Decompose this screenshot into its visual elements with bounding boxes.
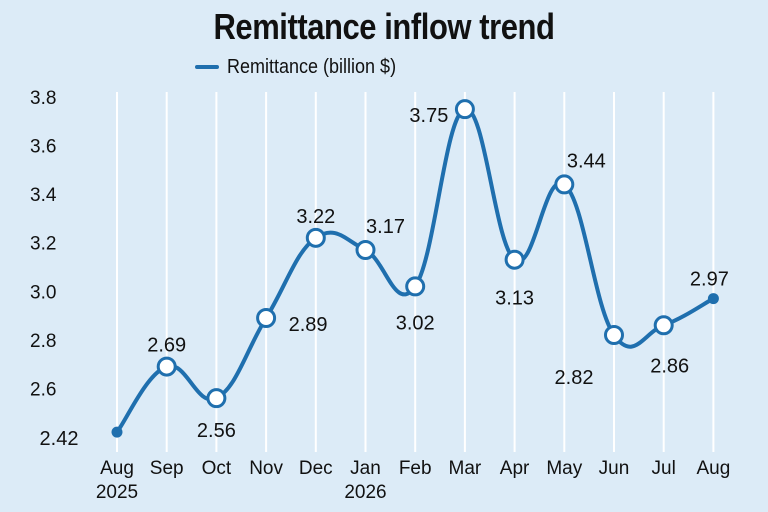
- data-point: [653, 315, 674, 336]
- data-label: 2.86: [650, 355, 689, 377]
- data-label: 3.75: [409, 105, 448, 127]
- y-tick-label: 3.0: [30, 282, 56, 303]
- data-label: 3.22: [296, 206, 335, 228]
- data-label: 3.44: [567, 150, 606, 172]
- data-point: [355, 240, 376, 260]
- data-point: [156, 356, 177, 377]
- x-tick-label: Feb: [399, 458, 432, 479]
- data-point: [554, 174, 575, 195]
- data-point: [504, 249, 525, 270]
- data-label: 2.56: [197, 420, 236, 442]
- x-tick-label: Aug: [100, 458, 134, 479]
- legend-swatch: [195, 65, 219, 69]
- x-tick-label: Jul: [652, 458, 676, 479]
- data-label: 2.82: [555, 367, 594, 389]
- data-point: [206, 388, 227, 409]
- data-point: [305, 227, 326, 248]
- data-label: 2.42: [40, 428, 79, 450]
- x-tick-year-label: 2025: [96, 482, 138, 503]
- x-tick-label: Dec: [299, 458, 333, 479]
- y-tick-label: 3.6: [30, 137, 56, 158]
- y-tick-label: 3.8: [30, 88, 56, 109]
- x-tick-label: Jan: [350, 458, 381, 479]
- data-label: 2.89: [289, 314, 328, 336]
- x-tick-label: Aug: [696, 458, 730, 479]
- x-tick-year-label: 2026: [344, 482, 386, 503]
- legend-label: Remittance (billion $): [227, 55, 397, 78]
- x-tick-label: Nov: [249, 458, 283, 479]
- data-point: [454, 99, 475, 120]
- data-point: [256, 308, 277, 328]
- data-point: [604, 325, 624, 345]
- data-point: [111, 426, 123, 438]
- x-tick-label: Mar: [449, 458, 482, 479]
- x-tick-label: Oct: [202, 458, 232, 479]
- x-tick-label: Apr: [500, 458, 530, 479]
- data-point: [707, 293, 719, 305]
- data-label: 3.17: [366, 216, 405, 238]
- data-label: 3.02: [396, 312, 435, 334]
- data-label: 2.69: [147, 335, 186, 357]
- chart-legend: Remittance (billion $): [195, 55, 415, 79]
- y-tick-label: 2.8: [30, 331, 56, 352]
- data-label: 2.97: [690, 269, 729, 291]
- data-point: [405, 276, 426, 297]
- chart-title: Remittance inflow trend: [213, 6, 555, 47]
- y-tick-label: 3.2: [30, 234, 56, 255]
- x-tick-label: May: [546, 458, 582, 479]
- y-tick-label: 3.4: [30, 185, 57, 206]
- x-tick-label: Jun: [599, 458, 630, 479]
- x-tick-label: Sep: [150, 458, 184, 479]
- data-label: 3.13: [495, 288, 534, 310]
- y-tick-label: 2.6: [30, 379, 56, 400]
